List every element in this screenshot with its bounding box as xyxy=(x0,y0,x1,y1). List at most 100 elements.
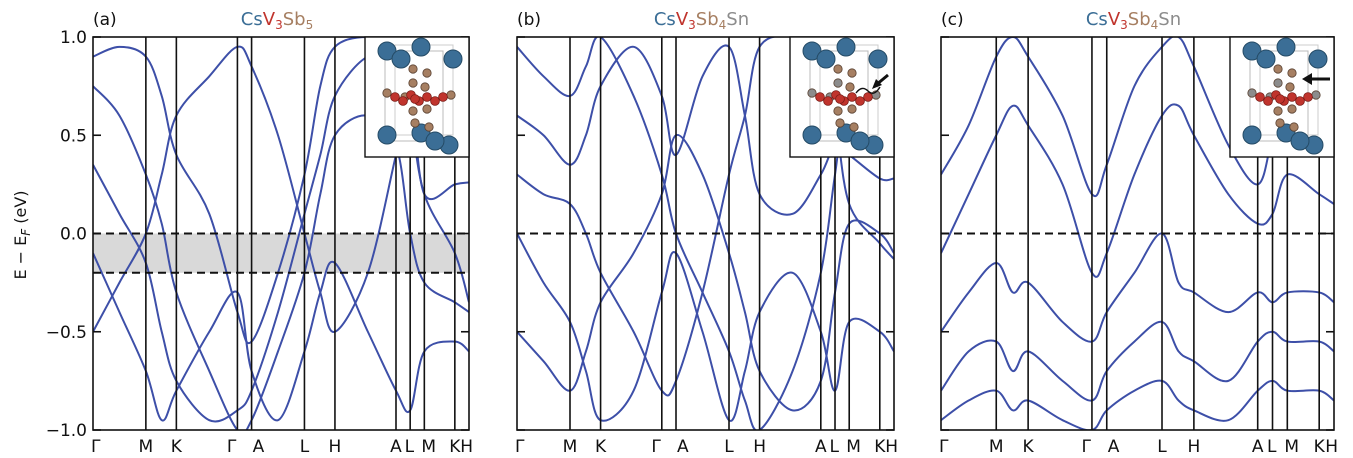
band-3 xyxy=(517,233,894,422)
crystal-structure-inset xyxy=(789,36,895,158)
kpoint-label: M xyxy=(846,437,861,457)
formula-part: V xyxy=(1108,9,1121,30)
kpoint-label: M xyxy=(139,437,154,457)
kpoint-label: M xyxy=(989,437,1004,457)
cs-atom xyxy=(425,131,445,151)
sn-atom xyxy=(807,88,817,98)
sn-atom xyxy=(1273,78,1283,88)
kpoint-label: K xyxy=(1314,437,1326,457)
band-5 xyxy=(941,379,1334,430)
crystal-structure-inset xyxy=(364,36,470,158)
cs-atom xyxy=(1276,37,1296,57)
sb-atom xyxy=(847,104,857,114)
kpoint-label: L xyxy=(300,437,310,457)
kpoint-label: L xyxy=(724,437,734,457)
sb-atom xyxy=(845,82,855,92)
y-axis-label-text: E − EF (eV) xyxy=(11,190,33,279)
sb-atom xyxy=(408,64,418,74)
panel-label: (a) xyxy=(93,10,117,30)
kpoint-label: Γ xyxy=(91,437,101,457)
sn-atom xyxy=(1311,90,1321,100)
arrow-icon xyxy=(1302,73,1312,85)
v-atom xyxy=(855,96,865,106)
sb-atom xyxy=(833,64,843,74)
panel-c: Γ M K Γ A L H A L M K H(c) CsV3Sb4Sn xyxy=(939,9,1338,457)
kpoint-label: H xyxy=(1187,437,1200,457)
formula-part: V xyxy=(263,9,276,30)
kpoint-label: A xyxy=(253,437,265,457)
sb-atom xyxy=(422,104,432,114)
kpoint-label: M xyxy=(421,437,436,457)
cs-atom xyxy=(411,37,431,57)
formula-part: Sn xyxy=(1158,9,1181,30)
formula-part: 5 xyxy=(306,18,314,32)
cs-atom xyxy=(802,125,822,145)
y-tick-label: 1.0 xyxy=(60,28,87,48)
sb-atom xyxy=(422,68,432,78)
kpoint-label: A xyxy=(1252,437,1264,457)
kpoint-label: Γ xyxy=(939,437,949,457)
v-atom xyxy=(1287,92,1297,102)
band-3 xyxy=(941,320,1334,402)
sb-atom xyxy=(1285,82,1295,92)
sb-atom xyxy=(1289,122,1299,132)
kpoint-label: M xyxy=(563,437,578,457)
v-atom xyxy=(438,92,448,102)
sb-atom xyxy=(382,88,392,98)
sb-atom xyxy=(424,122,434,132)
cs-atom xyxy=(1256,49,1276,69)
band-4 xyxy=(517,134,894,412)
v-atom xyxy=(422,92,432,102)
kpoint-label: A xyxy=(390,437,402,457)
v-atom xyxy=(390,92,400,102)
kpoint-label: Γ xyxy=(651,437,661,457)
band-2 xyxy=(941,232,1334,343)
cs-atom xyxy=(1242,125,1262,145)
kpoint-label: L xyxy=(1157,437,1167,457)
sb-atom xyxy=(835,118,845,128)
sn-atom xyxy=(1247,88,1257,98)
cs-atom xyxy=(1308,49,1328,69)
panel-title: CsV3Sb4Sn xyxy=(1086,9,1181,32)
arrow-icon xyxy=(872,79,882,89)
kpoint-label: H xyxy=(753,437,766,457)
v-atom xyxy=(1295,96,1305,106)
y-axis-label-sub: F xyxy=(19,228,33,236)
panel-label: (c) xyxy=(941,10,964,30)
sb-atom xyxy=(408,106,418,116)
panels: 1.00.50.0−0.5−1.0Γ M K Γ A L H A L M K H(a) CsV3Sb5Γ… xyxy=(46,9,1338,457)
panel-a: 1.00.50.0−0.5−1.0Γ M K Γ A L H A L M K H(a) CsV3Sb5 xyxy=(46,9,473,457)
cs-atom xyxy=(836,37,856,57)
cs-atom xyxy=(868,49,888,69)
v-atom xyxy=(430,96,440,106)
kpoint-label: A xyxy=(677,437,689,457)
brace-marker xyxy=(855,86,881,94)
crystal-structure-inset xyxy=(1229,36,1335,158)
formula-part: Cs xyxy=(654,9,676,30)
kpoint-label: K xyxy=(1023,437,1035,457)
formula-part: Cs xyxy=(241,9,263,30)
y-tick-label: −1.0 xyxy=(46,421,87,441)
sb-atom xyxy=(1287,68,1297,78)
v-atom xyxy=(863,92,873,102)
y-axis-label-unit: (eV) xyxy=(11,190,30,228)
y-tick-label: 0.5 xyxy=(60,126,87,146)
formula-part: Cs xyxy=(1086,9,1108,30)
v-atom xyxy=(1303,92,1313,102)
v-atom xyxy=(1275,94,1285,104)
v-atom xyxy=(847,92,857,102)
sb-atom xyxy=(1273,64,1283,74)
formula-part: 4 xyxy=(1151,18,1159,32)
formula-part: 3 xyxy=(688,18,696,32)
cs-atom xyxy=(377,125,397,145)
sb-atom xyxy=(847,68,857,78)
kpoint-label: Γ xyxy=(1081,437,1091,457)
sb-atom xyxy=(1275,118,1285,128)
panel-title: CsV3Sb4Sn xyxy=(654,9,749,32)
y-axis-label: E − EF (eV) xyxy=(11,190,33,279)
kpoint-label: K xyxy=(171,437,183,457)
panel-b: Γ M K Γ A L H A L M K H(b) CsV3Sb4Sn xyxy=(515,9,898,457)
